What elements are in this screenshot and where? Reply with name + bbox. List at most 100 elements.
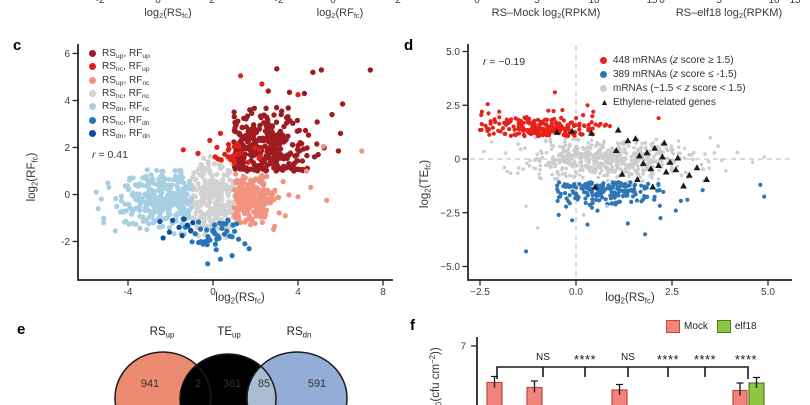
significance-bracket (496, 366, 749, 379)
top-axis-label: RS–elf18 log2(RPKM) (676, 7, 782, 19)
text-segment: (cfu cm (430, 363, 442, 402)
text-segment: 2 (620, 296, 625, 306)
c-y-tick-label: 2 (64, 143, 70, 154)
text-segment: dn (115, 106, 124, 114)
text-segment: = 0.41 (95, 149, 128, 161)
legend-item-label: Ethylene-related genes (613, 97, 716, 108)
dot-marker-icon (89, 103, 96, 111)
significance-label: NS (536, 352, 550, 363)
top-tick-label: 2 (395, 0, 401, 6)
text-segment: RS (102, 74, 116, 86)
text-segment: fc (353, 11, 360, 21)
dot-marker-icon (89, 50, 96, 58)
f-y-axis-label: 0(cfu cm−2)) (428, 347, 443, 405)
d-y-tick-label: 5.0 (446, 47, 460, 58)
d-legend: 448 mRNAs (z score ≥ 1.5) 389 mRNAs (z sc… (600, 54, 746, 110)
significance-label: **** (735, 352, 757, 367)
c-x-axis-label: log2(RSfc) (215, 292, 265, 305)
legend-item-label: RSnc, RFup (102, 61, 150, 74)
d-x-tick-label: 5.0 (761, 287, 775, 298)
text-segment: (RS (234, 292, 255, 304)
text-segment: 2 (159, 11, 164, 21)
c-y-tick-label: -2 (61, 237, 70, 248)
legend-item-label: mRNAs (−1.5 < z score < 1.5) (613, 83, 746, 94)
top-tick-label: 0 (155, 0, 161, 6)
text-segment: score ≤ -1.5) (678, 69, 737, 81)
text-segment: , RF (123, 101, 143, 113)
c-x-tick-label: 4 (295, 287, 301, 298)
legend-d-item: mRNAs (−1.5 < z score < 1.5) (600, 82, 746, 96)
legend-item-label: RSdn, RFdn (102, 127, 150, 140)
panel-label-d: d (404, 37, 414, 54)
c-y-axis-label: log2(RFfc) (26, 153, 40, 202)
c-axes (77, 44, 393, 281)
text-segment: 448 mRNAs ( (613, 55, 674, 67)
top-axis-label: log2(RSfc) (144, 7, 191, 19)
error-bar (531, 380, 538, 393)
panel-label-e: e (17, 321, 26, 338)
legend-c-item: RSnc, RFup (89, 60, 150, 73)
venn-set-label: TEup (217, 326, 240, 339)
text-segment: nc (115, 119, 124, 127)
d-correlation-label: r = −0.19 (483, 56, 525, 68)
text-segment: up (141, 66, 150, 74)
text-segment: mRNAs (−1.5 < (613, 83, 685, 95)
text-segment: log (26, 186, 38, 202)
text-segment: r (92, 149, 96, 161)
legend-swatch-elf18 (716, 320, 731, 333)
significance-label: **** (574, 352, 596, 367)
c-points-gray (188, 151, 237, 241)
text-segment: up (142, 53, 150, 61)
c-legend: RSup, RFup RSnc, RFup RSup, RFnc RSnc, RFnc… (89, 47, 150, 140)
c-x-tick-label: 8 (380, 287, 386, 298)
significance-label: **** (694, 352, 716, 367)
d-x-tick-label: −2.5 (470, 287, 490, 298)
text-segment: ) (187, 7, 192, 19)
c-points-light-blue (98, 167, 195, 237)
text-segment: z (684, 83, 690, 95)
panel-label-f: f (410, 317, 415, 334)
top-tick-label: 2 (209, 0, 215, 6)
text-segment: 389 mRNAs ( (613, 69, 674, 81)
text-segment: ) (260, 292, 265, 304)
dot-marker-icon (89, 76, 96, 84)
error-bar (753, 376, 760, 388)
c-points-red (214, 141, 263, 166)
error-bar (736, 382, 744, 396)
text-segment: up (115, 79, 124, 87)
legend-swatch-mock (666, 320, 680, 333)
text-segment: (RS (163, 7, 183, 19)
error-bar (616, 383, 623, 395)
text-segment: , RF (123, 48, 143, 60)
text-segment: RS (149, 326, 166, 338)
text-segment: RS (102, 127, 116, 139)
dot-marker-icon (600, 57, 607, 65)
text-segment: 2 (738, 11, 744, 21)
d-axes (467, 44, 792, 281)
legend-item-label: 389 mRNAs (z score ≤ -1.5) (613, 69, 737, 80)
c-y-tick-label: 6 (64, 49, 70, 60)
text-segment: fc (644, 296, 651, 306)
text-segment: 2 (30, 181, 40, 187)
legend-item-label: 448 mRNAs (z score ≥ 1.5) (613, 55, 734, 66)
legend-item-label: RSnc, RFdn (102, 115, 150, 127)
text-segment: log (215, 292, 231, 304)
text-segment: = −0.19 (486, 56, 526, 68)
dot-marker-icon (600, 85, 607, 93)
legend-d-item: 389 mRNAs (z score ≤ -1.5) (600, 68, 746, 82)
d-x-tick-label: 2.5 (665, 287, 679, 298)
text-segment: )) (430, 347, 442, 356)
text-segment: dn (302, 330, 312, 340)
text-segment: score ≥ 1.5) (678, 55, 734, 67)
text-segment: dn (141, 119, 150, 127)
top-tick-label: 10 (588, 0, 600, 6)
text-segment: RS–elf18 log (675, 7, 739, 19)
venn-set-label: RSup (149, 326, 175, 339)
c-correlation-label: r = 0.41 (92, 149, 128, 161)
top-tick-label: 5 (534, 0, 540, 6)
text-segment: ) (419, 159, 431, 164)
text-segment: score < 1.5) (689, 83, 746, 95)
c-x-tick-label: 0 (210, 287, 216, 298)
